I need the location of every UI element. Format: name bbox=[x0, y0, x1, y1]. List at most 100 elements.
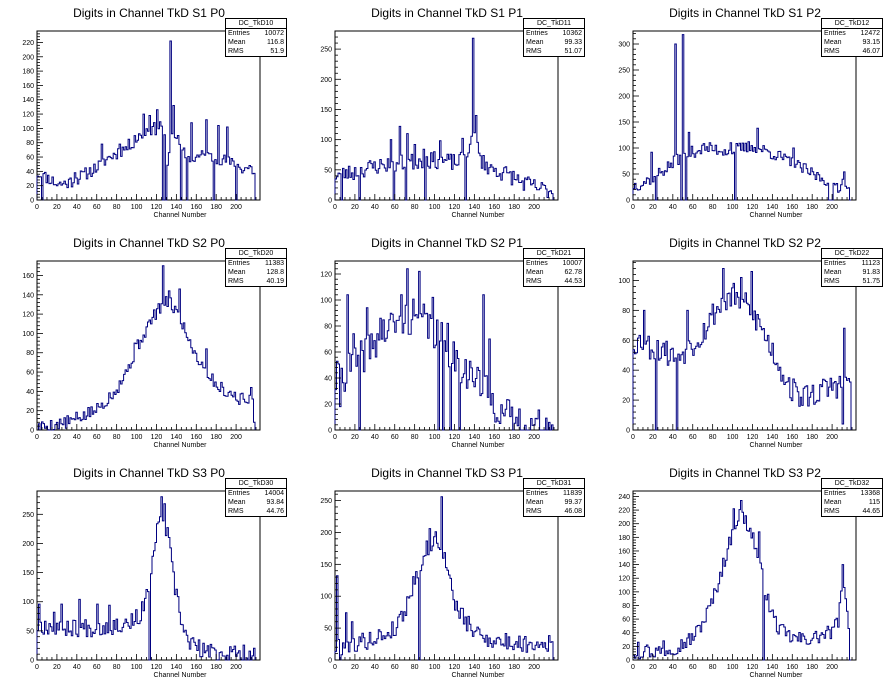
histogram-line bbox=[37, 265, 256, 431]
stats-value: 44.53 bbox=[564, 278, 582, 285]
y-tick-label: 60 bbox=[26, 155, 34, 162]
x-tick-label: 180 bbox=[508, 204, 520, 211]
y-tick-label: 200 bbox=[618, 94, 630, 101]
y-tick-label: 150 bbox=[320, 562, 332, 569]
x-tick-label: 60 bbox=[689, 204, 697, 211]
y-tick-label: 100 bbox=[22, 126, 34, 133]
y-tick-label: 20 bbox=[324, 402, 332, 409]
stats-value: 99.33 bbox=[564, 39, 582, 46]
stats-row-entries: Entries 11839 bbox=[524, 489, 584, 498]
x-axis-title: Channel Number bbox=[154, 442, 208, 449]
x-tick-label: 120 bbox=[449, 204, 461, 211]
y-tick-label: 80 bbox=[324, 324, 332, 331]
y-tick-label: 50 bbox=[324, 167, 332, 174]
stats-row-mean: Mean 93.15 bbox=[822, 38, 882, 47]
stats-row-entries: Entries 12472 bbox=[822, 29, 882, 38]
stats-value: 44.65 bbox=[862, 508, 880, 515]
stats-value: 12472 bbox=[860, 30, 880, 37]
x-tick-label: 140 bbox=[767, 434, 779, 441]
plot-frame bbox=[334, 260, 559, 431]
x-tick-label: 100 bbox=[429, 204, 441, 211]
stats-label: Mean bbox=[824, 269, 842, 276]
x-tick-label: 20 bbox=[351, 204, 359, 211]
histogram-panel: Digits in Channel TkD S1 P1 0 20 40 60 80 100 1… bbox=[298, 0, 596, 230]
stats-label: RMS bbox=[228, 508, 244, 515]
stats-value: 128.8 bbox=[266, 269, 284, 276]
x-tick-label: 180 bbox=[806, 434, 818, 441]
y-tick-label: 50 bbox=[324, 626, 332, 633]
x-tick-label: 160 bbox=[190, 204, 202, 211]
x-tick-label: 40 bbox=[73, 664, 81, 671]
chart-title: Digits in Channel TkD S3 P0 bbox=[73, 466, 225, 480]
y-tick-label: 300 bbox=[618, 42, 630, 49]
stats-histogram-name: DC_TkD30 bbox=[226, 479, 286, 489]
stats-histogram-name: DC_TkD11 bbox=[524, 19, 584, 29]
histogram-plot: 0 20 40 60 80 100 120 140 160 180 200 0 50 100 150 200 2… bbox=[22, 490, 261, 679]
y-tick-label: 250 bbox=[22, 512, 34, 519]
stats-row-rms: RMS 40.19 bbox=[226, 277, 286, 286]
stats-label: RMS bbox=[228, 278, 244, 285]
stats-box: DC_TkD30 Entries 14004 Mean 93.84 RMS 44.76 bbox=[225, 478, 287, 517]
stats-label: Entries bbox=[526, 30, 548, 37]
y-tick-label: 0 bbox=[328, 428, 332, 435]
x-tick-label: 200 bbox=[528, 434, 540, 441]
x-tick-label: 40 bbox=[371, 664, 379, 671]
x-tick-label: 140 bbox=[469, 204, 481, 211]
stats-row-entries: Entries 11383 bbox=[226, 259, 286, 268]
chart-title: Digits in Channel TkD S1 P1 bbox=[371, 6, 523, 20]
y-tick-label: 120 bbox=[618, 576, 630, 583]
x-tick-label: 40 bbox=[371, 434, 379, 441]
stats-row-mean: Mean 99.33 bbox=[524, 38, 584, 47]
histogram-panel: Digits in Channel TkD S2 P1 0 20 40 60 80 100 1… bbox=[298, 230, 596, 460]
stats-box: DC_TkD22 Entries 11123 Mean 91.83 RMS 51.75 bbox=[821, 248, 883, 287]
x-tick-label: 160 bbox=[488, 204, 500, 211]
x-tick-label: 40 bbox=[669, 204, 677, 211]
x-tick-label: 200 bbox=[528, 204, 540, 211]
y-tick-label: 0 bbox=[30, 658, 34, 665]
stats-label: Mean bbox=[228, 39, 246, 46]
y-tick-label: 220 bbox=[22, 40, 34, 47]
stats-label: Entries bbox=[526, 260, 548, 267]
x-tick-label: 200 bbox=[826, 204, 838, 211]
x-tick-label: 80 bbox=[709, 434, 717, 441]
stats-row-mean: Mean 99.37 bbox=[524, 498, 584, 507]
histogram-panel: Digits in Channel TkD S3 P2 0 20 40 60 80 100 1… bbox=[596, 460, 894, 690]
x-tick-label: 160 bbox=[488, 664, 500, 671]
x-tick-label: 120 bbox=[449, 664, 461, 671]
x-tick-label: 20 bbox=[649, 434, 657, 441]
histogram-plot: 0 20 40 60 80 100 120 140 160 180 200 0 50 100 150 200 2… bbox=[618, 30, 857, 219]
stats-row-rms: RMS 46.08 bbox=[524, 507, 584, 516]
x-tick-label: 20 bbox=[649, 664, 657, 671]
y-tick-label: 40 bbox=[622, 368, 630, 375]
stats-box: DC_TkD21 Entries 10007 Mean 62.78 RMS 44.53 bbox=[523, 248, 585, 287]
stats-label: Entries bbox=[824, 490, 846, 497]
x-tick-label: 160 bbox=[786, 204, 798, 211]
stats-label: Mean bbox=[526, 39, 544, 46]
x-axis-title: Channel Number bbox=[154, 212, 208, 219]
y-tick-label: 160 bbox=[22, 83, 34, 90]
x-tick-label: 80 bbox=[113, 204, 121, 211]
stats-label: RMS bbox=[824, 48, 840, 55]
stats-histogram-name: DC_TkD21 bbox=[524, 249, 584, 259]
y-tick-label: 40 bbox=[26, 169, 34, 176]
x-tick-label: 180 bbox=[806, 204, 818, 211]
x-axis-title: Channel Number bbox=[154, 672, 208, 679]
x-tick-label: 20 bbox=[649, 204, 657, 211]
stats-histogram-name: DC_TkD31 bbox=[524, 479, 584, 489]
x-tick-label: 60 bbox=[689, 434, 697, 441]
x-axis-title: Channel Number bbox=[452, 442, 506, 449]
stats-value: 99.37 bbox=[564, 499, 582, 506]
x-tick-label: 40 bbox=[73, 204, 81, 211]
x-tick-label: 80 bbox=[113, 434, 121, 441]
stats-value: 46.07 bbox=[862, 48, 880, 55]
y-tick-label: 80 bbox=[26, 350, 34, 357]
y-tick-label: 20 bbox=[622, 398, 630, 405]
y-tick-label: 40 bbox=[324, 376, 332, 383]
stats-row-rms: RMS 51.07 bbox=[524, 47, 584, 56]
stats-row-mean: Mean 62.78 bbox=[524, 268, 584, 277]
stats-value: 46.08 bbox=[564, 508, 582, 515]
stats-box: DC_TkD20 Entries 11383 Mean 128.8 RMS 40.19 bbox=[225, 248, 287, 287]
x-tick-label: 0 bbox=[35, 434, 39, 441]
histogram-plot: 0 20 40 60 80 100 120 140 160 180 200 0 20 40 60 80 100 1… bbox=[320, 260, 559, 449]
